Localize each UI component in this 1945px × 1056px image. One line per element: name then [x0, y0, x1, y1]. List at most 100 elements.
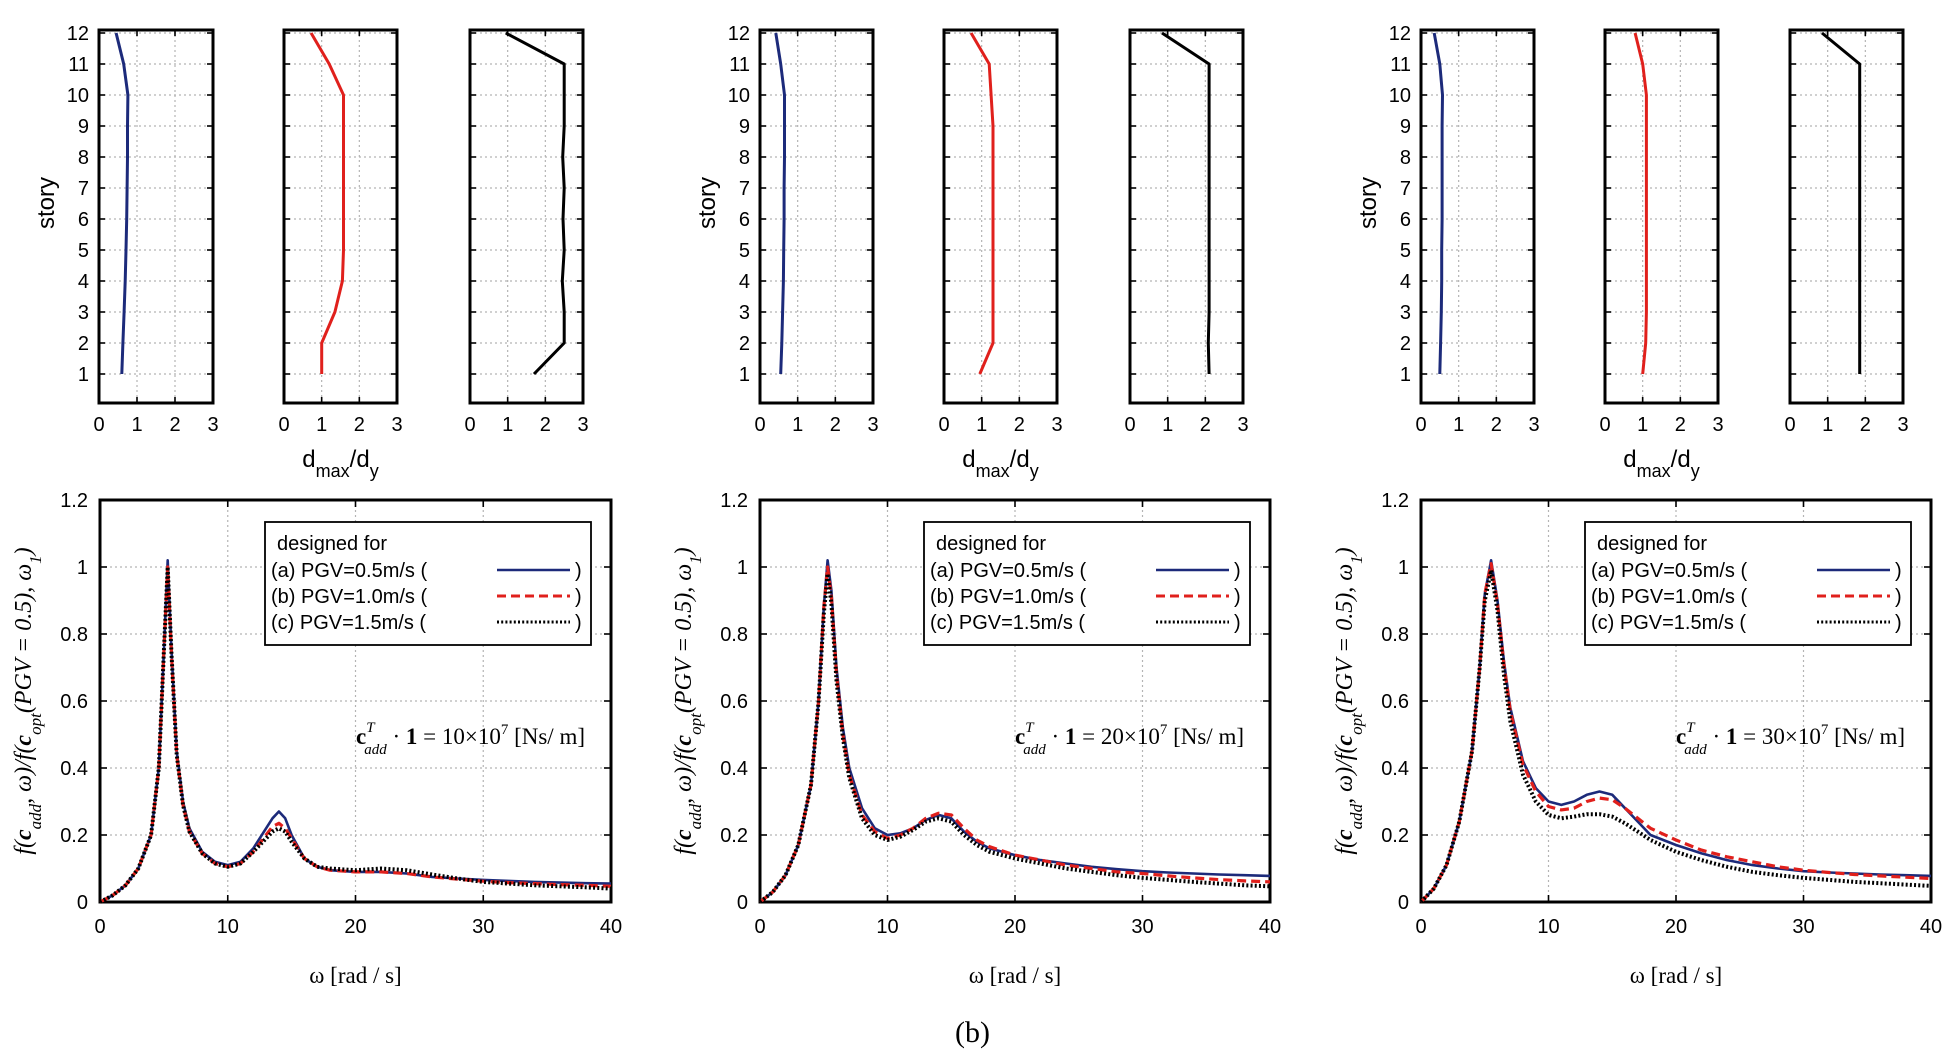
x-axis-label: ω [rad / s]	[1630, 963, 1722, 988]
y-tick-label: 0.8	[1381, 624, 1409, 646]
legend-entry-label: (c) PGV=1.5m/s (	[271, 612, 426, 634]
series-line-pgv10	[309, 32, 345, 374]
y-axis-label: f(cadd, ω)/f(copt(PGV = 0.5), ω1)	[671, 547, 705, 854]
y-tick-label: 10	[728, 85, 750, 107]
plot-frame	[1419, 28, 1536, 405]
x-tick-label: 3	[1712, 414, 1723, 436]
damping-total-annotation: cT add · 1 = 30×107 [Ns/ m]	[1676, 720, 1905, 758]
x-tick-label: 20	[1665, 916, 1687, 938]
x-tick-label: 2	[830, 414, 841, 436]
legend-box	[923, 521, 1251, 646]
series-line-pgv15	[505, 31, 566, 376]
legend-close-paren: )	[575, 560, 582, 582]
series-line-pgv10	[1633, 32, 1648, 375]
legend-close-paren: )	[1234, 560, 1241, 582]
x-tick-label: 3	[577, 414, 588, 436]
y-tick-label: 8	[78, 147, 89, 169]
x-tick-label: 40	[600, 916, 622, 938]
story-subpanel-2: 0 1 2 3	[278, 28, 403, 436]
y-tick-label: 2	[739, 333, 750, 355]
x-tick-label: 1	[131, 414, 142, 436]
x-tick-label: 1	[792, 414, 803, 436]
x-tick-label: 30	[472, 916, 494, 938]
story-subpanel-1: 0 1 2 3	[1415, 28, 1540, 436]
legend-close-paren: )	[575, 612, 582, 634]
x-tick-label: 0	[94, 916, 105, 938]
y-tick-label: 5	[739, 240, 750, 262]
y-tick-label: 9	[78, 116, 89, 138]
y-tick-label: 2	[1400, 333, 1411, 355]
legend-entry-label: (b) PGV=1.0m/s (	[271, 586, 427, 608]
x-axis-label: dmax/dy	[962, 446, 1038, 481]
x-tick-label: 1	[1822, 414, 1833, 436]
series-line-pgv05	[114, 32, 130, 375]
series-curve-pgv15	[1419, 568, 1932, 904]
x-tick-label: 10	[876, 916, 898, 938]
response-chart-3: 0 10 20 30 40 0 0.2 0.4 0.6 0.8 1 1.2 ω [rad / s] f(c…	[1332, 490, 1942, 988]
legend: designed for (a) PGV=0.5m/s () (b) PGV=1.0…	[923, 521, 1251, 646]
y-tick-label: 11	[1390, 54, 1411, 76]
y-axis-label: story	[33, 177, 60, 229]
y-tick-label: 12	[728, 23, 750, 45]
plot-frame	[1788, 28, 1905, 405]
series-line-pgv15	[1161, 31, 1211, 375]
series-line-pgv10	[969, 32, 995, 375]
y-tick-label: 0.4	[1381, 758, 1409, 780]
y-tick-label: 6	[78, 209, 89, 231]
y-tick-label: 0.2	[720, 825, 748, 847]
x-tick-label: 1	[1637, 414, 1648, 436]
x-tick-label: 10	[217, 916, 239, 938]
y-tick-label: 1	[77, 557, 88, 579]
x-tick-label: 10	[1537, 916, 1559, 938]
series-line-pgv05	[1432, 32, 1444, 375]
y-tick-label: 4	[739, 271, 750, 293]
x-tick-label: 0	[754, 916, 765, 938]
legend-close-paren: )	[1234, 612, 1241, 634]
y-tick-label: 2	[78, 333, 89, 355]
plot-frame	[942, 28, 1059, 405]
x-tick-label: 3	[207, 414, 218, 436]
x-tick-label: 0	[1599, 414, 1610, 436]
x-tick-label: 1	[502, 414, 513, 436]
y-tick-label: 9	[1400, 116, 1411, 138]
x-tick-label: 0	[1124, 414, 1135, 436]
y-tick-label: 1.2	[720, 490, 748, 512]
legend: designed for (a) PGV=0.5m/s () (b) PGV=1.0…	[264, 521, 592, 646]
legend-box	[1584, 521, 1912, 646]
y-tick-label: 0.8	[720, 624, 748, 646]
legend-close-paren: )	[1234, 586, 1241, 608]
y-tick-label: 3	[78, 302, 89, 324]
plot-frame	[468, 28, 585, 405]
x-tick-label: 20	[344, 916, 366, 938]
plot-frame	[758, 28, 875, 405]
x-axis-label: dmax/dy	[302, 446, 378, 481]
series-curve-pgv05	[759, 558, 1271, 904]
y-tick-label: 5	[78, 240, 89, 262]
y-axis-label: f(cadd, ω)/f(copt(PGV = 0.5), ω1)	[1332, 547, 1366, 854]
x-tick-label: 0	[938, 414, 949, 436]
y-tick-label: 0.8	[60, 624, 88, 646]
x-tick-label: 0	[1415, 414, 1426, 436]
y-tick-label: 0.6	[1381, 691, 1409, 713]
series-line-pgv05	[774, 32, 786, 375]
legend-entry-label: (a) PGV=0.5m/s (	[1591, 560, 1747, 582]
x-tick-label: 2	[1860, 414, 1871, 436]
y-tick-label: 0	[737, 892, 748, 914]
x-axis-label: dmax/dy	[1623, 446, 1699, 481]
x-tick-label: 30	[1792, 916, 1814, 938]
x-tick-label: 1	[1453, 414, 1464, 436]
legend-entry-label: (a) PGV=0.5m/s (	[930, 560, 1086, 582]
legend-entry-label: (a) PGV=0.5m/s (	[271, 560, 427, 582]
x-tick-label: 0	[93, 414, 104, 436]
damping-total-annotation: cT add · 1 = 20×107 [Ns/ m]	[1015, 720, 1244, 758]
x-tick-label: 3	[1897, 414, 1908, 436]
x-tick-label: 0	[464, 414, 475, 436]
y-tick-label: 0.4	[720, 758, 748, 780]
x-tick-label: 3	[1528, 414, 1539, 436]
y-tick-label: 6	[739, 209, 750, 231]
x-tick-label: 2	[1014, 414, 1025, 436]
y-tick-label: 0.2	[1381, 825, 1409, 847]
y-tick-label: 1	[739, 364, 750, 386]
y-tick-label: 7	[739, 178, 750, 200]
